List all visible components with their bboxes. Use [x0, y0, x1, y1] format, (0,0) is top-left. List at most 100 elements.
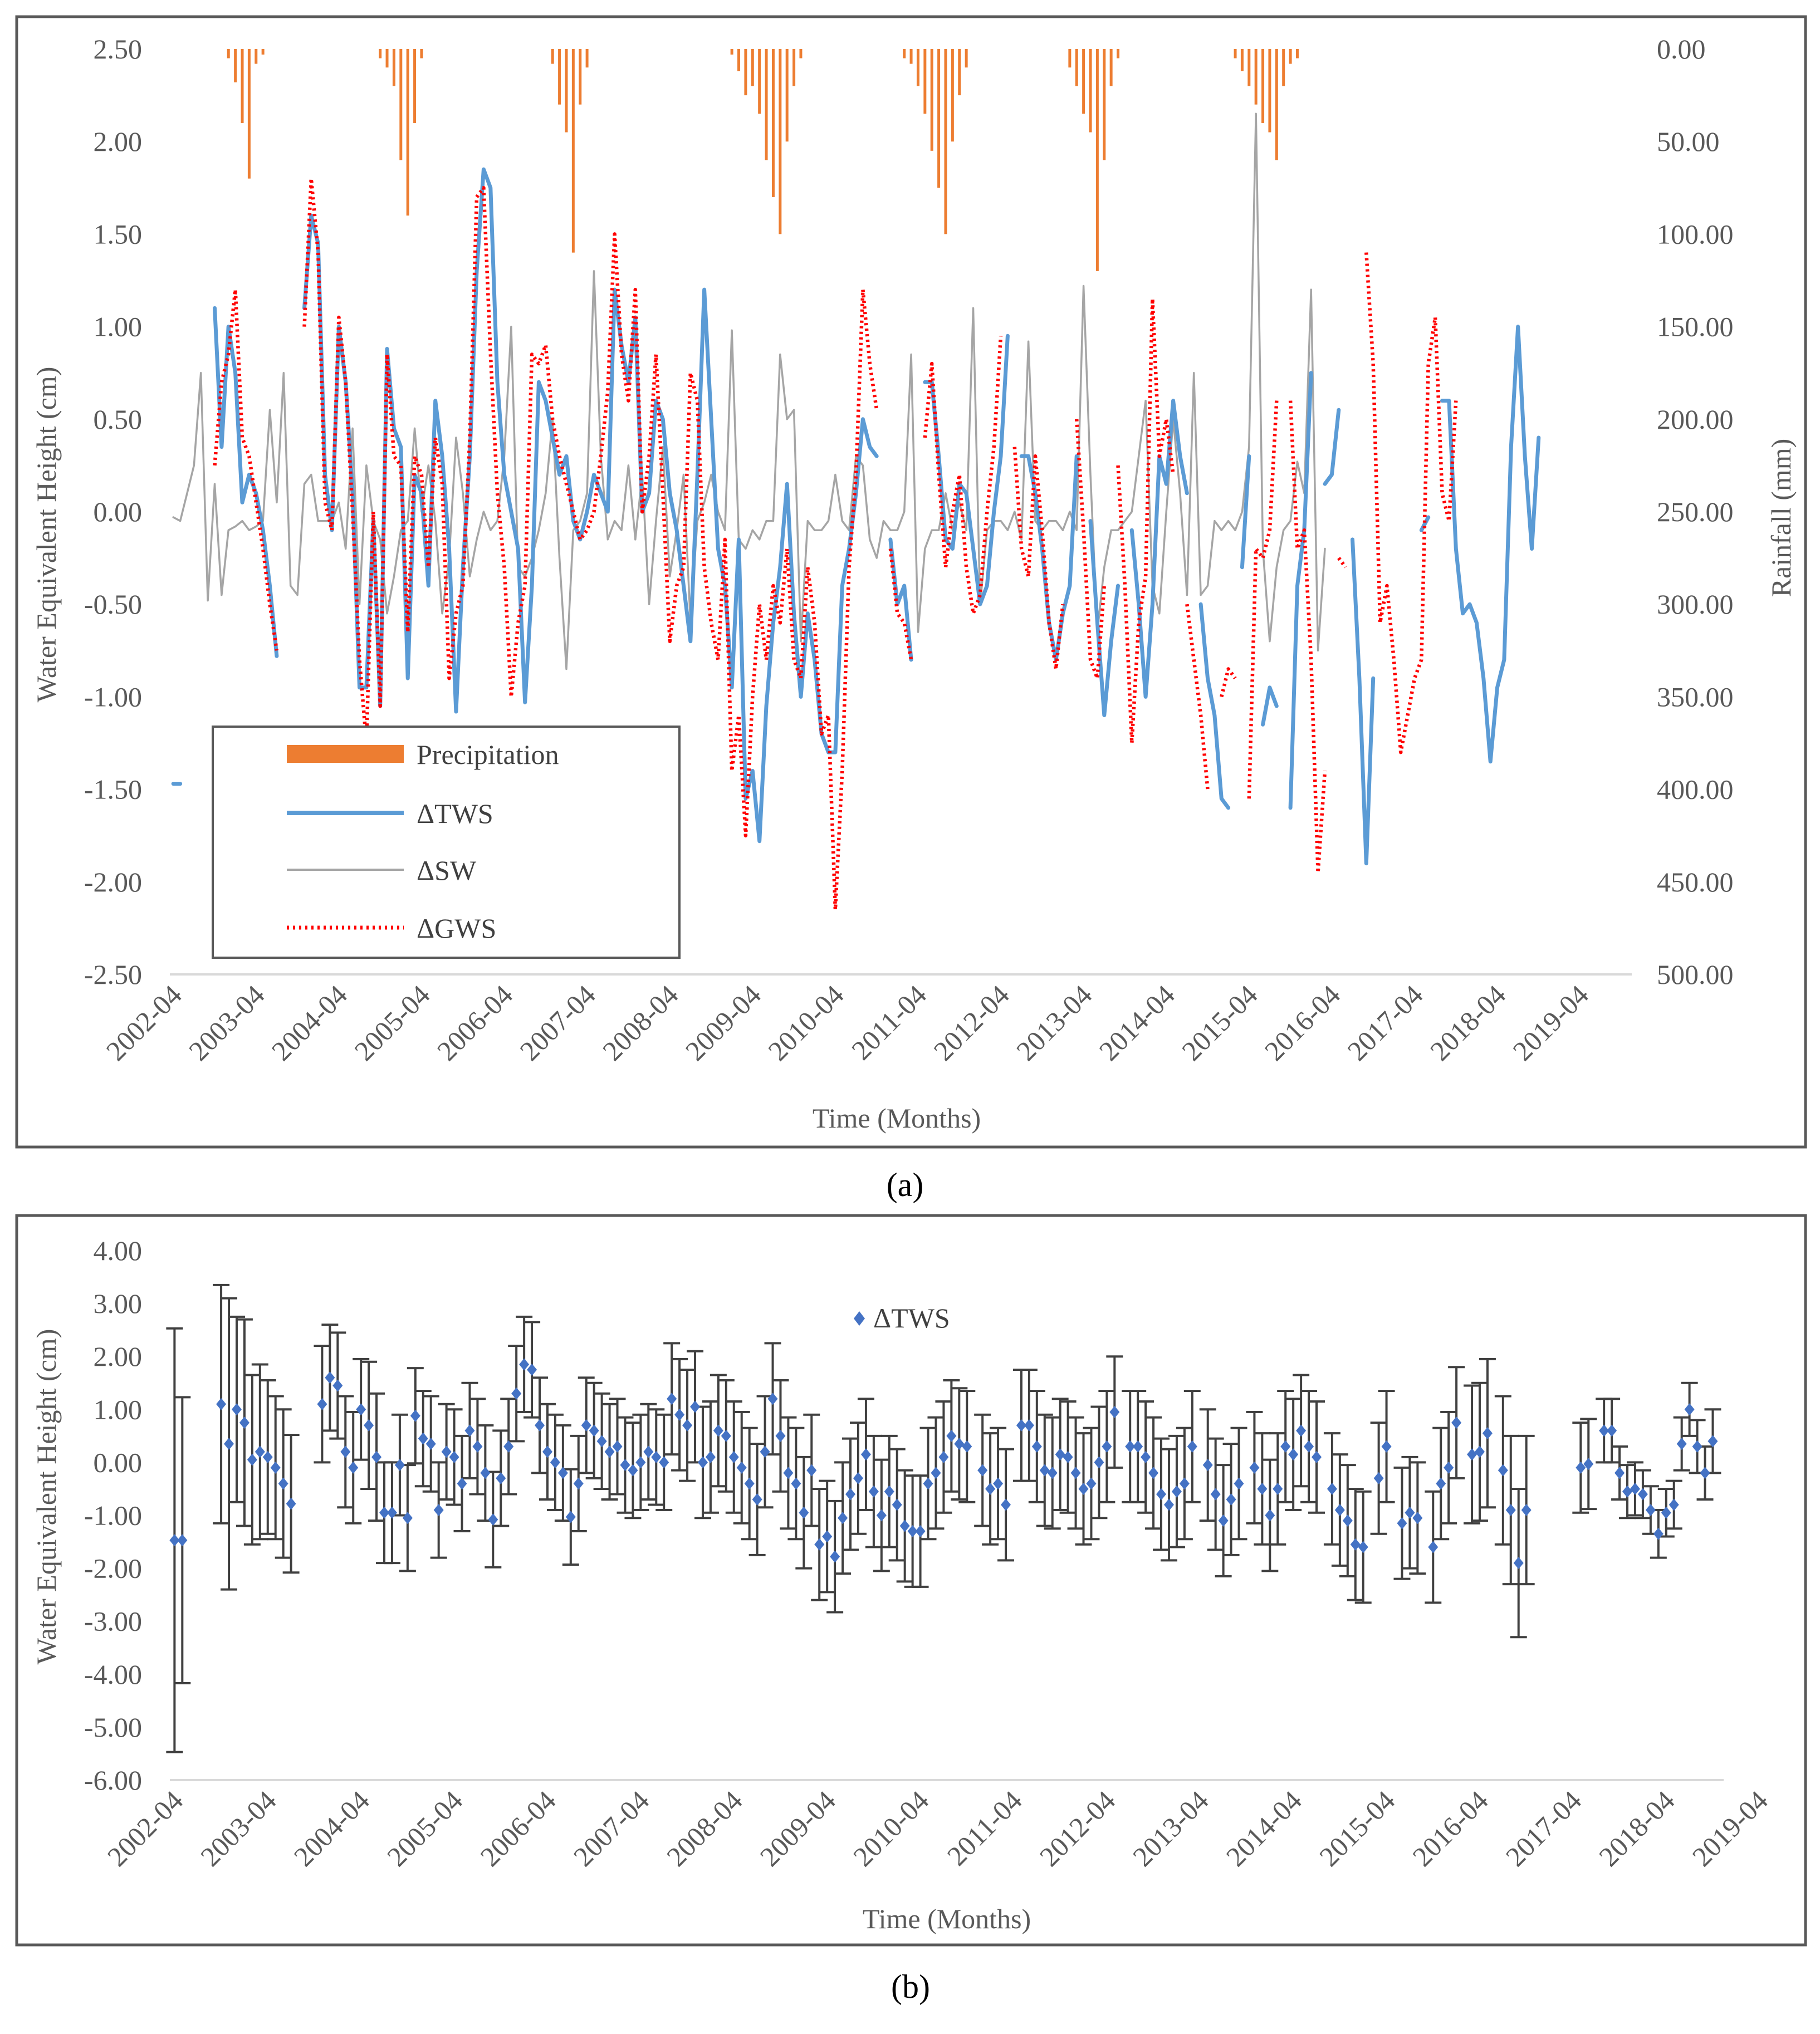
y-tick-label: -2.00: [84, 1553, 142, 1584]
tws-point: [1358, 1541, 1368, 1553]
y2-tick-label: 500.00: [1657, 959, 1734, 990]
tws-point: [1513, 1557, 1524, 1570]
precipitation-bar: [1282, 49, 1285, 86]
precipitation-bar: [241, 49, 244, 123]
y2-tick-label: 200.00: [1657, 404, 1734, 435]
tws-point: [1070, 1467, 1081, 1479]
tws-point: [775, 1429, 786, 1442]
tws-point: [1031, 1440, 1042, 1453]
tws-point: [488, 1513, 498, 1526]
tws-point: [1304, 1440, 1314, 1453]
tws-point: [1350, 1538, 1361, 1551]
tws-point: [480, 1467, 491, 1479]
tws-point: [1179, 1477, 1190, 1490]
tws-point: [651, 1450, 662, 1463]
tws-point: [1428, 1541, 1439, 1553]
tws-line: [302, 167, 879, 844]
tws-point: [247, 1453, 257, 1466]
y-tick-label: 1.00: [94, 311, 143, 342]
gws-series: [213, 177, 1458, 911]
tws-point: [177, 1534, 188, 1547]
panel-b-y-ticks: 4.00 3.00 2.00 1.00 0.00 -1.00 -2.00 -3.00 -4.00…: [84, 1235, 142, 1796]
precipitation-bar: [779, 49, 782, 234]
tws-point: [589, 1424, 599, 1437]
tws-line: [1240, 454, 1251, 570]
tws-point: [402, 1512, 413, 1525]
tws-point: [1063, 1450, 1073, 1463]
tws-line: [1198, 602, 1231, 810]
tws-point: [1381, 1440, 1392, 1453]
precipitation-bar: [930, 49, 933, 151]
panel-a-legend: Precipitation ΔTWS ΔSW ΔGWS: [212, 726, 681, 959]
tws-point: [628, 1464, 638, 1477]
tws-point: [954, 1438, 965, 1450]
gws-line: [1220, 667, 1237, 698]
tws-point: [565, 1511, 576, 1523]
precipitation-bar: [1117, 49, 1120, 58]
tws-point: [1280, 1440, 1291, 1453]
tws-point: [410, 1409, 420, 1422]
precipitation-bar: [579, 49, 582, 105]
tws-point: [1684, 1403, 1695, 1416]
tws-point: [169, 1534, 180, 1547]
tws-point: [860, 1448, 871, 1461]
tws-point: [1373, 1472, 1384, 1484]
tws-point: [519, 1358, 530, 1371]
tws-point: [1039, 1464, 1050, 1477]
y-tick-label: 3.00: [94, 1288, 143, 1319]
panel-b-xlabel: Time (Months): [863, 1903, 1031, 1934]
tws-point: [1397, 1517, 1407, 1530]
precipitation-bar: [1089, 49, 1092, 133]
tws-point: [1288, 1448, 1299, 1461]
legend-precipitation-swatch: [287, 745, 404, 763]
tws-point: [1505, 1503, 1516, 1516]
tws-point: [325, 1371, 335, 1384]
tws-point: [1171, 1485, 1182, 1498]
tws-line: [1440, 325, 1541, 764]
tws-point: [791, 1477, 801, 1490]
tws-point: [1614, 1467, 1625, 1479]
gws-line: [888, 548, 913, 660]
tws-point: [581, 1419, 591, 1432]
tws-point: [728, 1450, 739, 1463]
y-tick-label: -1.00: [84, 681, 142, 712]
sw-series: [172, 112, 1326, 670]
tws-errorbars: [166, 1283, 1721, 1753]
tws-point: [457, 1477, 467, 1490]
tws-point: [1133, 1440, 1143, 1453]
tws-point: [1078, 1482, 1089, 1495]
tws-point: [1661, 1506, 1671, 1519]
tws-point: [1312, 1450, 1322, 1463]
tws-line: [1261, 685, 1279, 727]
tws-point: [690, 1400, 701, 1413]
tws-point: [1125, 1440, 1136, 1453]
tws-point: [838, 1512, 848, 1525]
gws-line: [1364, 252, 1458, 754]
tws-point: [674, 1408, 685, 1421]
tws-point: [535, 1419, 545, 1432]
precipitation-bar: [1261, 49, 1265, 123]
precipitation-bar: [765, 49, 768, 160]
tws-point: [822, 1530, 833, 1543]
tws-point: [1249, 1461, 1260, 1474]
tws-point: [1210, 1488, 1221, 1501]
precipitation-bar: [406, 49, 409, 216]
tws-point: [907, 1525, 918, 1538]
gws-line: [1074, 419, 1107, 680]
tws-point: [1296, 1424, 1307, 1437]
tws-point: [472, 1440, 483, 1453]
tws-point: [449, 1450, 459, 1463]
tws-point: [1156, 1488, 1167, 1501]
precipitation-bar: [958, 49, 961, 96]
tws-point: [1086, 1477, 1097, 1490]
y-tick-label: -1.50: [84, 774, 142, 805]
tws-point: [1482, 1427, 1493, 1440]
precipitation-bar: [1268, 49, 1271, 133]
precipitation-bar: [413, 49, 417, 123]
y-tick-label: 2.50: [94, 33, 143, 65]
precipitation-bar: [234, 49, 237, 82]
tws-point: [386, 1506, 397, 1519]
precipitation-bar: [1254, 49, 1258, 105]
tws-point: [697, 1456, 708, 1469]
tws-point: [892, 1498, 902, 1511]
